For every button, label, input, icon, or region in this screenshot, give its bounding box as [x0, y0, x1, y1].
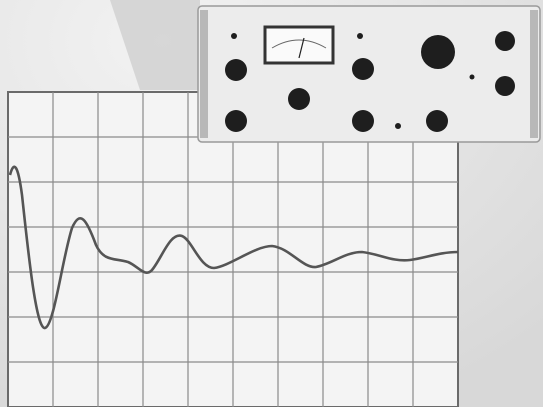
scope-screen	[7, 91, 459, 407]
instrument	[197, 5, 541, 143]
shadow	[110, 0, 200, 90]
meter-needle	[298, 37, 305, 59]
knobs	[225, 31, 515, 132]
trace	[8, 165, 459, 330]
handle	[530, 10, 538, 138]
meter-scale	[271, 39, 327, 49]
handle	[200, 10, 208, 138]
